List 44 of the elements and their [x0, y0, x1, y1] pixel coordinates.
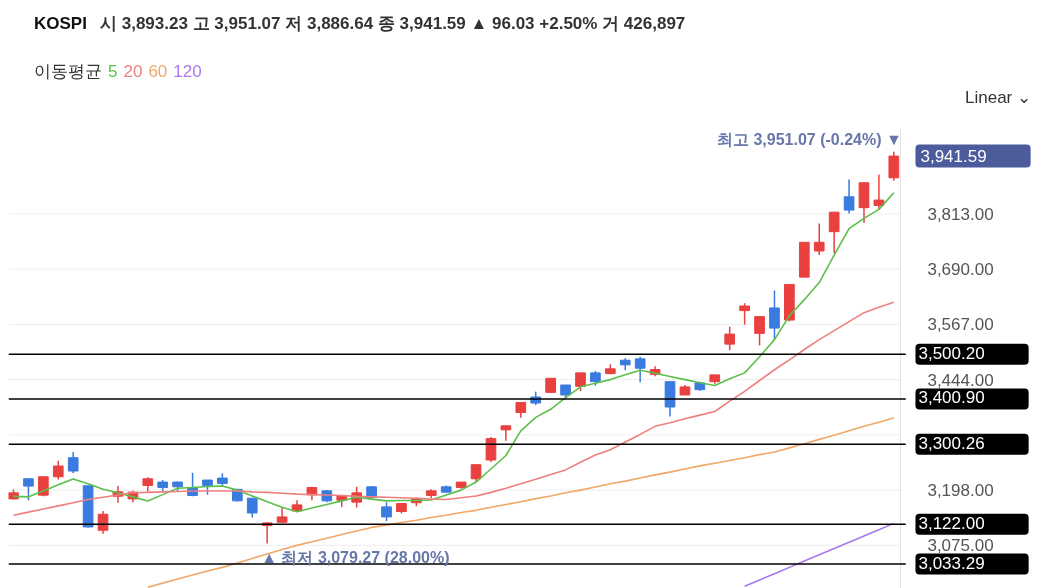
text: 5 — [108, 62, 118, 81]
candlestick — [381, 501, 392, 522]
candlestick — [754, 315, 765, 347]
y-tick-label: 3,198.00 — [927, 481, 994, 501]
candlestick — [575, 372, 586, 392]
ref-line-label: 3,300.26 — [918, 433, 985, 453]
candlestick — [813, 222, 825, 256]
candlestick — [67, 451, 79, 475]
candlestick — [739, 302, 750, 326]
annotation: 최고 3,951.07 (-0.24%) ▼ — [717, 130, 902, 148]
legend-title: 이동평균 — [34, 62, 102, 81]
text: 120 — [173, 62, 202, 81]
ref-line-label: 3,500.20 — [918, 343, 985, 363]
y-tick-label: 3,567.00 — [927, 315, 994, 335]
text: 60 — [148, 62, 168, 81]
ref-line-label: 3,033.29 — [918, 553, 985, 573]
candlestick — [828, 211, 840, 254]
line-series — [12, 301, 895, 517]
line-series — [146, 417, 895, 588]
candlestick — [246, 497, 258, 519]
ref-line-label: 3,122.00 — [918, 513, 985, 533]
candlestick — [873, 173, 885, 211]
text: 20 — [123, 62, 143, 81]
annotation: ▲ 최저 3,079.27 (28.00%) — [261, 549, 450, 567]
text: 3,941.59 — [920, 146, 987, 166]
candlestick — [52, 459, 64, 481]
y-tick-label: 3,690.00 — [927, 260, 994, 280]
candlestick — [500, 425, 512, 442]
chart-title: KOSPI — [34, 13, 87, 35]
line-series — [743, 522, 895, 588]
candlestick — [634, 356, 646, 384]
candlestick — [23, 478, 34, 501]
candlestick — [843, 178, 855, 215]
y-tick-label: 3,444.00 — [927, 370, 994, 390]
candlestick — [724, 325, 736, 351]
text: Linear ⌄ — [965, 87, 1031, 109]
candlestick — [769, 289, 780, 341]
candlestick — [888, 151, 900, 182]
candlestick — [485, 436, 497, 463]
chart-subtitle: 시 3,893.23 고 3,951.07 저 3,886.64 종 3,941.59 ▲ 96.03 +2.50% 거 426,897 — [100, 13, 686, 35]
y-tick-label: 3,813.00 — [927, 204, 994, 224]
candlestick — [97, 510, 109, 535]
ref-line-label: 3,400.90 — [918, 388, 985, 408]
y-tick-label: 3,075.00 — [927, 536, 994, 556]
